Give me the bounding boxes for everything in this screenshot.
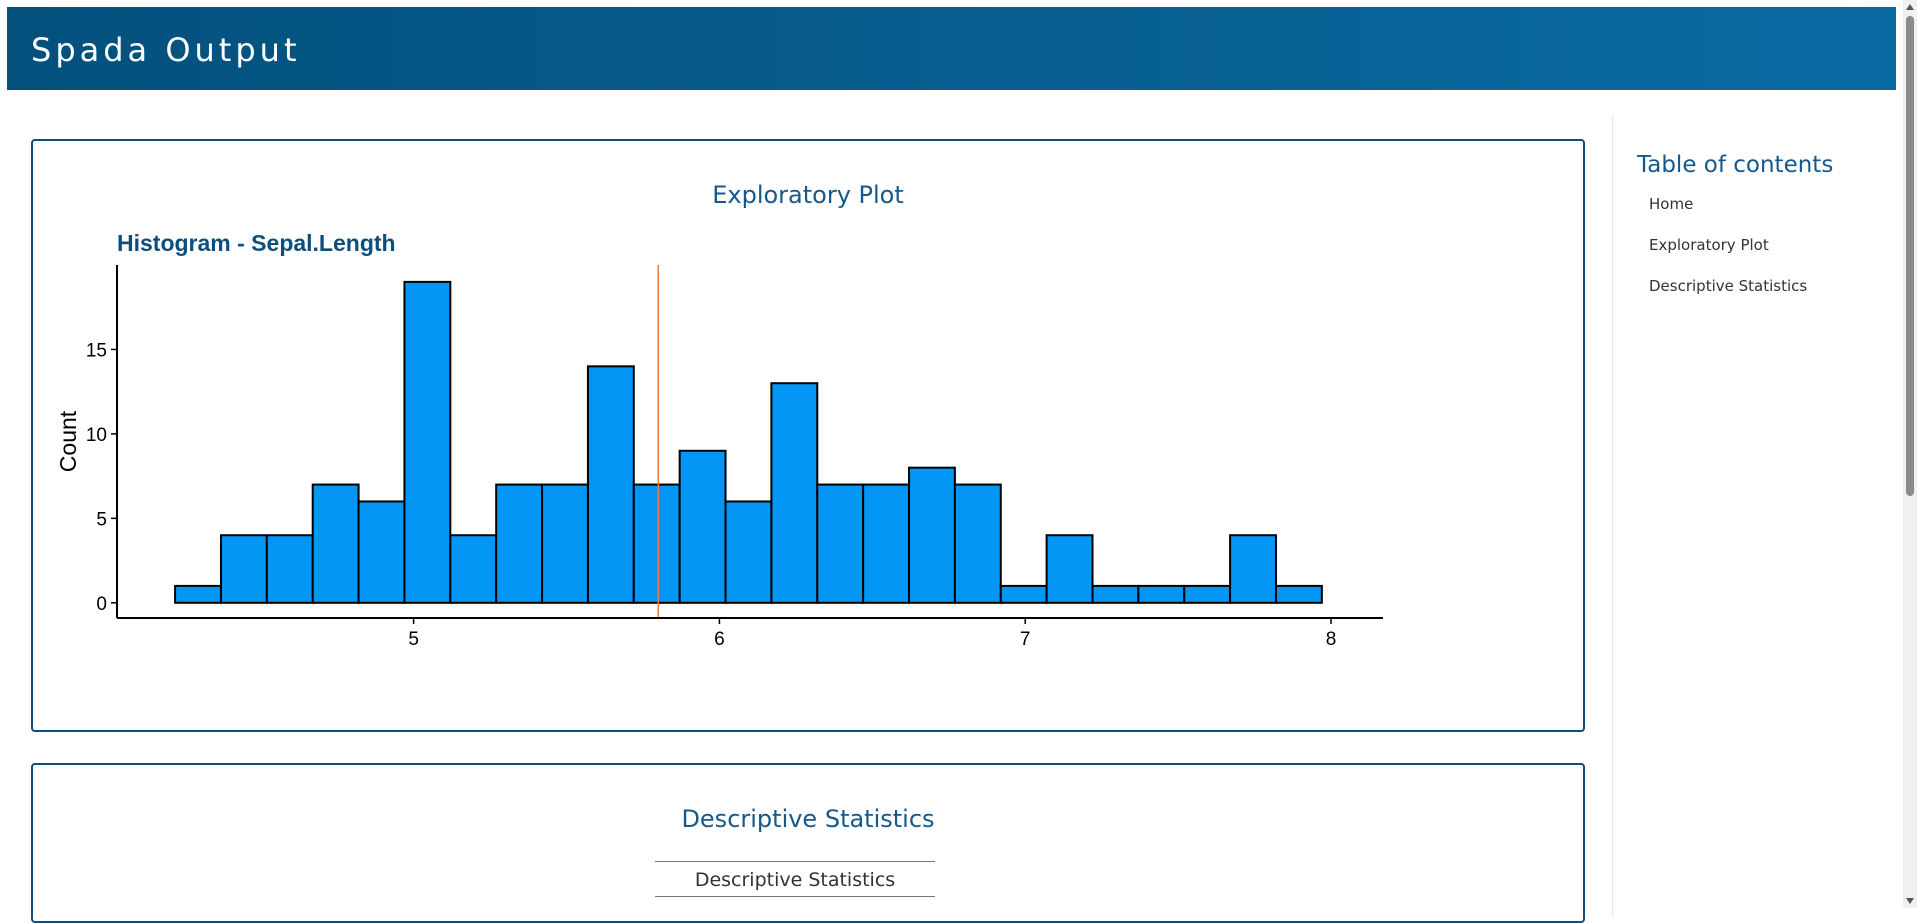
app-title: Spada Output xyxy=(31,31,301,69)
histogram-bar xyxy=(632,483,681,604)
histogram-bar xyxy=(953,483,1002,604)
histogram-bar xyxy=(1045,534,1094,604)
descriptive-statistics-card: Descriptive Statistics Descriptive Stati… xyxy=(31,763,1585,923)
histogram-bar xyxy=(541,483,589,604)
y-tick-label: 0 xyxy=(96,594,107,615)
exploratory-plot-heading: Exploratory Plot xyxy=(712,181,904,209)
scrollbar-thumb[interactable] xyxy=(1906,16,1914,496)
histogram-bar xyxy=(403,280,452,604)
histogram-bar xyxy=(311,483,360,604)
histogram-bar xyxy=(265,534,314,604)
histogram-bar xyxy=(1229,534,1277,604)
histogram-bar xyxy=(908,466,956,604)
histogram-bar xyxy=(1183,584,1232,604)
histogram-bar xyxy=(495,483,544,604)
x-tick-label: 7 xyxy=(1020,629,1031,650)
y-tick-label: 5 xyxy=(96,509,107,530)
toc-item-home[interactable]: Home xyxy=(1649,195,1694,213)
stats-table-caption: Descriptive Statistics xyxy=(655,861,935,897)
page-scrollbar[interactable] xyxy=(1903,0,1917,908)
sidebar-divider xyxy=(1612,116,1613,916)
toc-item-descriptive-statistics[interactable]: Descriptive Statistics xyxy=(1649,277,1808,295)
y-tick-label: 15 xyxy=(86,340,107,361)
histogram-bar xyxy=(1091,584,1140,604)
histogram-bar xyxy=(357,500,406,604)
toc-title: Table of contents xyxy=(1637,152,1834,178)
descriptive-statistics-heading: Descriptive Statistics xyxy=(681,805,935,833)
histogram-bar xyxy=(999,584,1048,604)
histogram-chart: Histogram - Sepal.Length Count 0 5 10 15 5 6 7 8 xyxy=(55,230,1383,650)
histogram-bar xyxy=(724,500,773,604)
x-tick-label: 5 xyxy=(408,629,419,650)
x-tick-label: 8 xyxy=(1326,629,1337,650)
toc-item-exploratory-plot[interactable]: Exploratory Plot xyxy=(1649,236,1769,254)
histogram-bar xyxy=(678,449,727,604)
histogram-bar xyxy=(862,483,911,604)
histogram-bar xyxy=(1137,584,1186,604)
x-tick-label: 6 xyxy=(714,629,725,650)
app-header: Spada Output xyxy=(7,7,1896,90)
y-axis-label: Count xyxy=(55,410,81,472)
histogram-bar xyxy=(174,584,222,604)
y-tick-label: 10 xyxy=(86,425,107,446)
scroll-up-arrow-icon[interactable] xyxy=(1906,4,1914,10)
chart-title: Histogram - Sepal.Length xyxy=(117,230,396,256)
histogram-bar xyxy=(449,534,498,604)
histogram-bar xyxy=(586,365,635,604)
exploratory-plot-card: Exploratory Plot Histogram - Sepal.Lengt… xyxy=(31,139,1585,732)
histogram-bar xyxy=(1274,584,1323,604)
table-of-contents: Table of contents Home Exploratory Plot … xyxy=(1637,152,1833,315)
histogram-bar xyxy=(816,483,865,604)
scroll-down-arrow-icon[interactable] xyxy=(1906,898,1914,904)
histogram-bar xyxy=(219,534,268,604)
histogram-bar xyxy=(770,382,819,604)
